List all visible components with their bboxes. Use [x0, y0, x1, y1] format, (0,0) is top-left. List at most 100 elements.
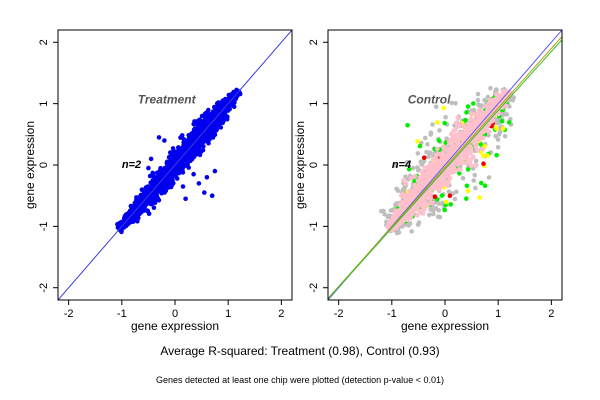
chart-1-point	[488, 104, 494, 109]
chart-1-point	[433, 104, 439, 110]
chart-0-point	[172, 171, 178, 176]
chart-1-point	[445, 182, 450, 188]
chart-1-point	[481, 129, 486, 134]
chart-1-point	[406, 193, 412, 199]
chart-1-point	[447, 193, 453, 198]
chart-0-point	[142, 194, 147, 199]
chart-1-point	[437, 214, 443, 220]
chart-1-point	[488, 85, 493, 91]
chart-0-point	[156, 135, 162, 140]
chart-1-point	[396, 230, 402, 235]
chart-1-point	[403, 174, 408, 179]
chart-1-point	[474, 111, 480, 116]
chart-0-point	[198, 137, 203, 143]
chart-0-point	[169, 176, 174, 181]
chart-0-y-tick-label: 0	[38, 162, 50, 168]
chart-1-point	[481, 161, 486, 166]
chart-0-point	[191, 154, 197, 160]
chart-1-point	[477, 107, 482, 113]
chart-0-y-tick-label: -1	[38, 221, 50, 231]
chart-1-point	[469, 111, 474, 116]
chart-0-point	[159, 189, 165, 195]
chart-0-point	[224, 107, 230, 113]
chart-0-point	[195, 146, 201, 151]
chart-0-x-tick-label: -2	[64, 308, 74, 320]
chart-0-point	[162, 138, 167, 143]
chart-1-point	[463, 117, 468, 123]
chart-1-title: Control	[408, 93, 451, 107]
chart-1-point	[449, 131, 454, 137]
chart-1-point	[479, 180, 484, 186]
chart-0-x-tick-label: 2	[278, 308, 284, 320]
summary-text: Average R-squared: Treatment (0.98), Con…	[160, 344, 439, 358]
chart-1-point	[475, 148, 480, 154]
chart-1-point	[483, 112, 488, 117]
chart-1-point	[403, 181, 409, 186]
chart-1-point	[473, 158, 479, 164]
chart-1-point	[482, 97, 487, 103]
chart-1-point	[420, 173, 426, 178]
chart-0-point	[169, 164, 175, 170]
chart-1-point	[501, 126, 506, 131]
chart-1-point	[495, 144, 501, 150]
chart-0-point	[123, 223, 129, 228]
chart-0-point	[209, 112, 214, 118]
chart-1-point	[486, 175, 492, 180]
chart-1-point	[450, 191, 456, 196]
chart-1-point	[495, 137, 501, 142]
chart-1-point	[472, 124, 478, 129]
chart-1-point	[442, 207, 448, 213]
chart-1-point	[458, 158, 463, 164]
chart-0-point	[227, 92, 233, 98]
chart-1-point	[417, 143, 423, 149]
chart-1-point	[494, 152, 500, 158]
chart-0-point	[134, 208, 139, 214]
chart-1-point	[419, 161, 425, 166]
chart-1-point	[415, 139, 420, 144]
chart-1-point	[429, 173, 435, 179]
chart-0-point	[164, 184, 170, 189]
chart-1-point	[441, 105, 446, 111]
chart-1-point	[473, 185, 478, 191]
chart-0-point	[212, 108, 217, 114]
chart-1-point	[457, 167, 462, 172]
chart-1-x-tick-label: 1	[495, 308, 501, 320]
chart-0-point	[155, 196, 161, 201]
chart-1-point	[400, 188, 406, 193]
chart-1-point	[452, 196, 458, 202]
chart-1-point	[505, 96, 510, 102]
chart-1-point	[464, 110, 469, 115]
chart-0-point	[192, 132, 198, 138]
chart-1-y-tick-label: -2	[308, 283, 320, 293]
chart-1-point	[435, 146, 440, 152]
chart-1-point	[506, 120, 512, 125]
chart-1-point	[408, 175, 414, 181]
chart-0-point	[146, 165, 151, 171]
chart-1-point	[431, 211, 436, 217]
chart-1-point	[450, 136, 455, 141]
chart-1-point	[428, 130, 434, 136]
chart-1-point	[446, 189, 452, 194]
chart-0-point	[127, 219, 132, 225]
chart-1-point	[450, 152, 456, 158]
chart-1-point	[394, 186, 399, 192]
chart-0-point	[148, 156, 154, 162]
chart-1-point	[455, 138, 461, 143]
chart-1-point	[401, 178, 406, 183]
chart-1-point	[504, 112, 510, 117]
chart-1-point	[428, 194, 433, 200]
chart-1-point	[430, 122, 435, 127]
chart-0-point	[194, 126, 199, 131]
chart-0-point	[174, 164, 179, 169]
chart-1-point	[465, 104, 471, 109]
chart-1-point	[443, 140, 449, 145]
chart-0-point	[148, 201, 154, 207]
chart-1-point	[465, 157, 471, 163]
chart-0-point	[165, 159, 170, 165]
chart-0-point	[176, 145, 181, 150]
chart-0-point	[212, 168, 218, 174]
chart-0-point	[206, 124, 212, 130]
chart-1-point	[443, 173, 448, 179]
chart-0-reference-line	[58, 30, 292, 300]
chart-0-x-tick-label: 1	[225, 308, 231, 320]
